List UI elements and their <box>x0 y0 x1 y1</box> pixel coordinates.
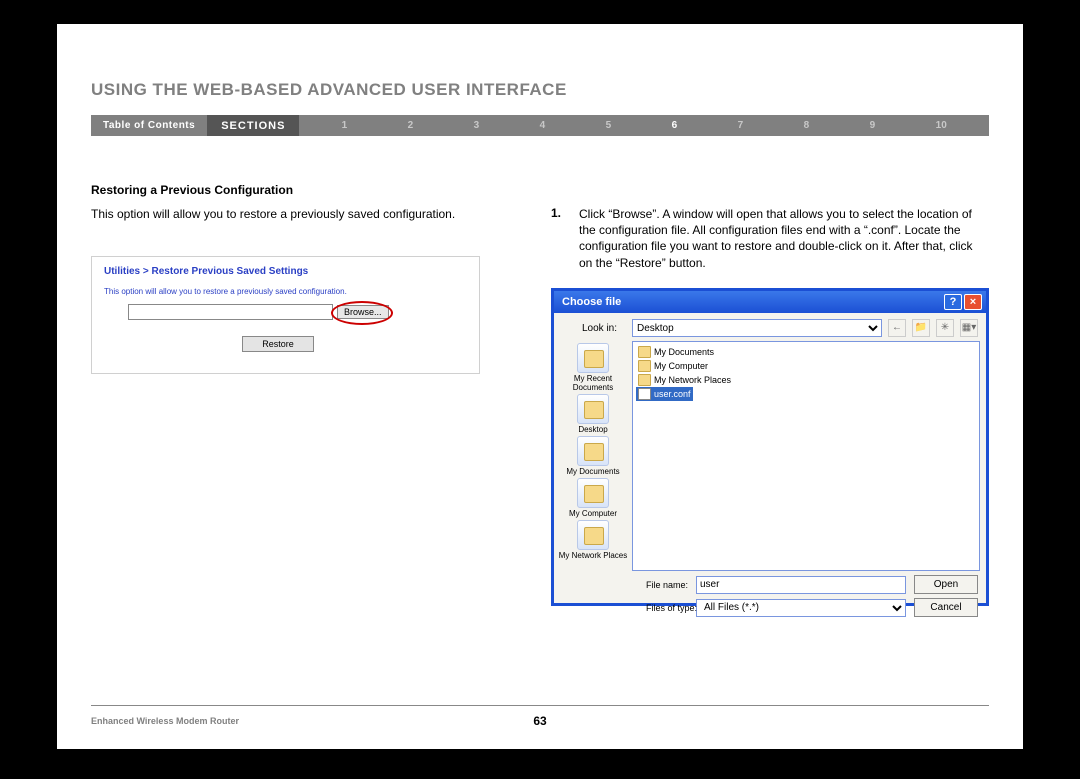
back-icon[interactable]: ← <box>888 319 906 337</box>
section-link-5[interactable]: 5 <box>606 120 612 131</box>
config-path-input[interactable] <box>128 304 333 320</box>
dialog-title: Choose file <box>562 296 621 308</box>
open-button[interactable]: Open <box>914 575 978 594</box>
network-icon <box>577 520 609 550</box>
section-link-4[interactable]: 4 <box>540 120 546 131</box>
choose-file-dialog: Choose file ? × Look in: Desktop ← 📁 ✳ ▦… <box>551 288 989 606</box>
list-item[interactable]: My Computer <box>636 359 976 373</box>
body-text: This option will allow you to restore a … <box>91 206 521 222</box>
desktop-icon <box>577 394 609 424</box>
file-icon <box>638 388 651 400</box>
recent-icon <box>577 343 609 373</box>
lookin-select[interactable]: Desktop <box>632 319 882 337</box>
folder-icon <box>638 360 651 372</box>
page-number: 63 <box>57 714 1023 728</box>
mycomputer-icon <box>577 478 609 508</box>
restore-settings-panel: Utilities > Restore Previous Saved Setti… <box>91 256 480 374</box>
section-link-1[interactable]: 1 <box>342 120 348 131</box>
new-folder-icon[interactable]: ✳ <box>936 319 954 337</box>
restore-button[interactable]: Restore <box>242 336 314 352</box>
dialog-titlebar: Choose file ? × <box>554 291 986 313</box>
section-link-8[interactable]: 8 <box>804 120 810 131</box>
place-mycomputer[interactable]: My Computer <box>558 478 628 518</box>
filename-input[interactable] <box>696 576 906 594</box>
lookin-label: Look in: <box>582 323 617 334</box>
places-bar: My Recent Documents Desktop My Documents… <box>554 341 632 571</box>
breadcrumb: Utilities > Restore Previous Saved Setti… <box>92 257 479 277</box>
dialog-toolbar: Look in: Desktop ← 📁 ✳ ▦▾ <box>554 313 986 341</box>
section-link-9[interactable]: 9 <box>870 120 876 131</box>
views-icon[interactable]: ▦▾ <box>960 319 978 337</box>
close-icon[interactable]: × <box>964 294 982 310</box>
page: USING THE WEB-BASED ADVANCED USER INTERF… <box>57 24 1023 749</box>
section-numbers: 1 2 3 4 5 6 7 8 9 10 <box>299 120 989 131</box>
section-navbar: Table of Contents SECTIONS 1 2 3 4 5 6 7… <box>91 115 989 136</box>
place-mydocs[interactable]: My Documents <box>558 436 628 476</box>
filetype-select[interactable]: All Files (*.*) <box>696 599 906 617</box>
mydocs-icon <box>577 436 609 466</box>
cancel-button[interactable]: Cancel <box>914 598 978 617</box>
list-item[interactable]: My Network Places <box>636 373 976 387</box>
section-link-6[interactable]: 6 <box>672 120 678 131</box>
page-title: USING THE WEB-BASED ADVANCED USER INTERF… <box>91 80 567 100</box>
place-recent[interactable]: My Recent Documents <box>558 343 628 392</box>
subsection-heading: Restoring a Previous Configuration <box>91 183 293 197</box>
browse-button[interactable]: Browse... <box>337 305 389 319</box>
section-link-7[interactable]: 7 <box>738 120 744 131</box>
list-item-selected[interactable]: user.conf <box>636 387 693 401</box>
toc-link[interactable]: Table of Contents <box>91 120 207 131</box>
up-folder-icon[interactable]: 📁 <box>912 319 930 337</box>
sections-label: SECTIONS <box>207 115 299 136</box>
filename-label: File name: <box>646 580 706 590</box>
section-link-10[interactable]: 10 <box>936 120 947 131</box>
help-icon[interactable]: ? <box>944 294 962 310</box>
folder-icon <box>638 346 651 358</box>
file-list[interactable]: My Documents My Computer My Network Plac… <box>632 341 980 571</box>
place-network[interactable]: My Network Places <box>558 520 628 560</box>
footer-divider <box>91 705 989 706</box>
place-desktop[interactable]: Desktop <box>558 394 628 434</box>
filetype-label: Files of type: <box>646 603 706 613</box>
panel-description: This option will allow you to restore a … <box>92 277 479 296</box>
list-item[interactable]: My Documents <box>636 345 976 359</box>
folder-icon <box>638 374 651 386</box>
step-text: Click “Browse”. A window will open that … <box>579 206 989 271</box>
section-link-2[interactable]: 2 <box>408 120 414 131</box>
section-link-3[interactable]: 3 <box>474 120 480 131</box>
step-number: 1. <box>551 206 561 220</box>
